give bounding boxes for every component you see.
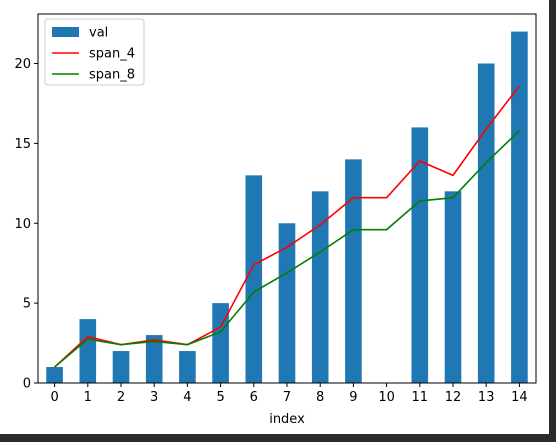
- x-tick-label: 6: [250, 390, 258, 405]
- y-axis-ticks: 0 5 10 15 20: [14, 57, 38, 392]
- bar-val-13: [477, 63, 495, 384]
- x-tick-label: 1: [84, 390, 92, 405]
- x-tick-label: 4: [183, 390, 191, 405]
- bar-val-0: [46, 367, 63, 383]
- bar-val-6: [245, 175, 263, 383]
- x-tick-label: 5: [216, 390, 224, 405]
- legend: val span_4 span_8: [44, 18, 145, 86]
- x-tick-label: 8: [316, 390, 324, 405]
- legend-label-span_8: span_8: [89, 68, 135, 83]
- y-tick-label: 15: [14, 137, 31, 152]
- x-tick-label: 9: [349, 390, 357, 405]
- y-tick-label: 0: [23, 377, 31, 392]
- legend-label-val: val: [89, 26, 108, 41]
- line-span_8: [54, 130, 520, 368]
- x-tick-label: 10: [378, 390, 395, 405]
- x-tick-label: 2: [117, 390, 125, 405]
- legend-label-span_4: span_4: [89, 47, 135, 62]
- bar-val-5: [212, 303, 229, 383]
- x-tick-label: 12: [445, 390, 462, 405]
- bars-layer: [46, 31, 528, 384]
- bar-val-9: [345, 159, 362, 383]
- x-tick-label: 0: [50, 390, 58, 405]
- x-tick-label: 7: [283, 390, 291, 405]
- figure: 0 1 2 3 4 5 6 7 8 9 10 11 12 13 14 0 5 10 15 20 index val s…: [0, 0, 549, 434]
- lines-layer: [54, 85, 521, 368]
- bar-val-4: [179, 351, 196, 383]
- bar-val-14: [511, 31, 528, 383]
- legend-swatch-val: [52, 27, 79, 37]
- bar-val-12: [444, 191, 462, 383]
- bar-val-8: [311, 191, 329, 383]
- y-tick-label: 20: [14, 57, 31, 72]
- x-axis-ticks: 0 1 2 3 4 5 6 7 8 9 10 11 12 13 14: [50, 383, 528, 405]
- y-tick-label: 5: [23, 297, 31, 312]
- y-tick-label: 10: [14, 217, 31, 232]
- bar-val-3: [145, 335, 163, 383]
- x-tick-label: 13: [478, 390, 495, 405]
- x-tick-label: 11: [412, 390, 429, 405]
- bar-val-1: [79, 319, 97, 383]
- x-tick-label: 14: [511, 390, 528, 405]
- bar-val-11: [411, 127, 429, 383]
- x-tick-label: 3: [150, 390, 158, 405]
- bar-val-7: [278, 223, 296, 383]
- bar-val-2: [112, 351, 130, 383]
- x-axis-label: index: [269, 412, 305, 427]
